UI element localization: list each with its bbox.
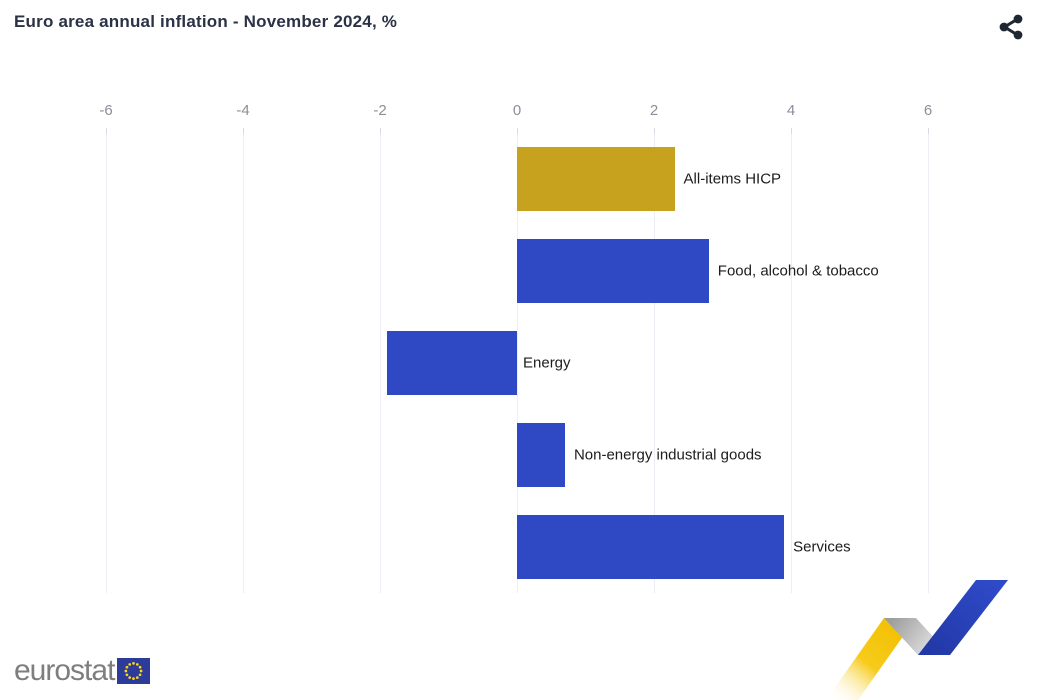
flag-star — [132, 662, 136, 665]
share-icon — [999, 14, 1023, 40]
x-axis-tick-label: 0 — [512, 102, 522, 119]
gridline-x-0 — [517, 133, 518, 593]
eurostat-logo[interactable]: eurostat — [14, 654, 151, 687]
flag-star — [125, 665, 129, 669]
bar-label-food-alcohol-tobacco: Food, alcohol & tobacco — [717, 262, 879, 280]
eu-flag-stars — [124, 662, 143, 680]
flag-star — [136, 663, 140, 666]
flag-star — [140, 669, 143, 673]
flag-star — [136, 676, 140, 679]
tick-mark-x-6 — [928, 128, 929, 134]
eurostat-logo-text: eurostat — [14, 654, 115, 687]
bar-label-all-items-hicp: All-items HICP — [683, 170, 782, 188]
flag-star — [128, 676, 132, 679]
x-axis-tick-label: 2 — [649, 102, 659, 119]
bar-label-energy: Energy — [523, 354, 571, 372]
bar-label-services: Services — [793, 538, 851, 556]
x-axis-tick-label: -4 — [236, 102, 250, 119]
bar-energy[interactable] — [386, 331, 517, 395]
chart-title: Euro area annual inflation - November 20… — [14, 12, 398, 31]
tick-mark-x--2 — [380, 128, 381, 134]
tick-mark-x-2 — [654, 128, 655, 134]
flag-star — [128, 663, 132, 666]
bar-all-items-hicp[interactable] — [517, 147, 675, 211]
bar-food-alcohol-tobacco[interactable] — [517, 239, 709, 303]
bar-services[interactable] — [517, 515, 785, 579]
eu-flag-icon — [117, 658, 151, 684]
tick-mark-x-0 — [517, 128, 518, 134]
gridline-x-6 — [928, 133, 929, 593]
flag-star — [124, 669, 128, 673]
x-axis-tick-label: 4 — [786, 102, 796, 119]
flag-star — [139, 665, 142, 669]
gridline-x-2 — [654, 133, 655, 593]
flag-star — [132, 677, 136, 680]
x-axis-tick-label: -6 — [99, 102, 113, 119]
gridline-x--4 — [243, 133, 244, 593]
gridline-x-4 — [791, 133, 792, 593]
share-button[interactable] — [995, 12, 1027, 44]
flag-star — [125, 673, 129, 677]
tick-mark-x-4 — [791, 128, 792, 134]
bar-label-non-energy-industrial-goods: Non-energy industrial goods — [573, 446, 762, 464]
x-axis-tick-label: -2 — [373, 102, 387, 119]
x-axis-tick-label: 6 — [923, 102, 933, 119]
tick-mark-x--6 — [106, 128, 107, 134]
gridline-x--2 — [380, 133, 381, 593]
tick-mark-x--4 — [243, 128, 244, 134]
flag-star — [139, 673, 142, 677]
bar-non-energy-industrial-goods[interactable] — [517, 423, 565, 487]
gridline-x--6 — [106, 133, 107, 593]
